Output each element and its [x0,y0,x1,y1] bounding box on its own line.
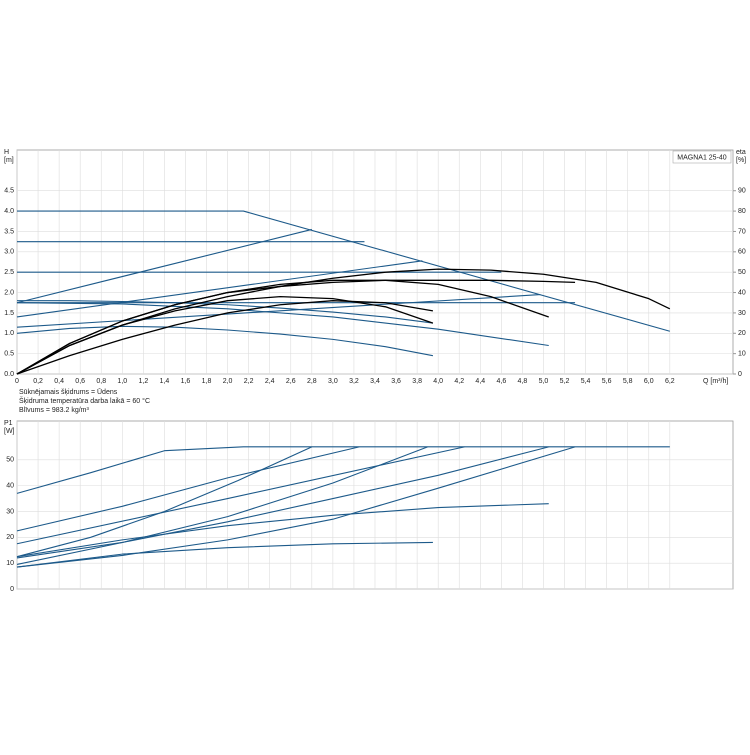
curve [16,300,434,375]
x-tick-label: 2,4 [265,378,275,385]
x-tick-label: 0,8 [96,378,106,385]
y-tick-label: 4.5 [4,188,14,195]
y-tick-label: 30 [6,508,14,515]
y-tick-label: 20 [6,534,14,541]
x-tick-label: 1,8 [202,378,212,385]
curve [16,446,670,494]
x-tick-label: 5,0 [539,378,549,385]
x-tick-label: 1,0 [117,378,127,385]
y-tick-label: 2.5 [4,269,14,276]
y-tick-label: 50 [6,457,14,464]
y2-axis-label: eta [736,149,746,156]
curve [16,228,312,304]
y2-tick-label: 50 [738,269,746,276]
y-tick-label: 10 [6,560,14,567]
y2-tick-label: 20 [738,330,746,337]
y2-tick-label: 60 [738,249,746,256]
x-tick-label: 4,6 [496,378,506,385]
curve [16,302,549,347]
y-axis-unit: [m] [4,157,14,164]
x-tick-label: 4,4 [475,378,485,385]
y2-tick-label: 0 [738,371,742,378]
y-axis-unit: [W] [4,428,15,435]
x-axis-label: Q [m³/h] [703,378,728,385]
x-tick-label: 6,0 [644,378,654,385]
x-tick-label: 2,2 [244,378,254,385]
x-tick-label: 5,2 [560,378,570,385]
y2-axis-unit: [%] [736,157,746,164]
x-tick-label: 0,2 [33,378,43,385]
y-tick-label: 3.0 [4,249,14,256]
curve [16,446,576,568]
x-tick-label: 4,0 [433,378,443,385]
curve [16,446,313,558]
y-tick-label: 1.5 [4,310,14,317]
x-tick-label: 1,2 [138,378,148,385]
y2-tick-label: 30 [738,310,746,317]
y2-tick-label: 40 [738,289,746,296]
y-tick-label: 3.5 [4,228,14,235]
x-tick-label: 3,2 [349,378,359,385]
x-tick-label: 3,4 [370,378,380,385]
legend-box [672,150,732,164]
x-tick-label: 5,4 [581,378,591,385]
note: Šķidruma temperatūra darba laikā = 60 °C [19,396,150,405]
curve [16,295,434,375]
y2-tick-label: 80 [738,208,746,215]
curve [16,446,428,565]
x-tick-label: 4,8 [518,378,528,385]
y-tick-label: 2.0 [4,289,14,296]
curve [16,260,423,318]
y-axis-label: P1 [4,420,13,427]
x-tick-label: 1,4 [160,378,170,385]
y-axis-label: H [4,149,9,156]
curve [17,210,670,332]
y2-tick-label: 70 [738,228,746,235]
curve [16,446,360,532]
x-tick-label: 6,2 [665,378,675,385]
y-tick-label: 0.0 [4,371,14,378]
x-tick-label: 0,4 [54,378,64,385]
x-tick-label: 2,8 [307,378,317,385]
y2-tick-label: 10 [738,350,746,357]
curve [17,300,433,324]
curve [16,446,465,545]
x-tick-label: 3,6 [391,378,401,385]
x-tick-label: 2,6 [286,378,296,385]
x-tick-label: 3,0 [328,378,338,385]
curve [16,503,549,558]
x-tick-label: 0,6 [75,378,85,385]
x-tick-label: 1,6 [181,378,191,385]
x-tick-label: 5,8 [623,378,633,385]
curve [16,294,541,328]
y2-tick-label: 90 [738,188,746,195]
curve [16,279,576,375]
x-tick-label: 0 [15,378,19,385]
x-tick-label: 3,8 [412,378,422,385]
legend-text: MAGNA1 25-40 [677,154,727,161]
y-tick-label: 1.0 [4,330,14,337]
y-tick-label: 4.0 [4,208,14,215]
note: Sūknējamais šķidrums = Ūdens [19,388,118,396]
curve [16,541,433,568]
y-tick-label: 40 [6,482,14,489]
y-tick-label: 0 [10,586,14,593]
x-tick-label: 5,6 [602,378,612,385]
curve [16,325,434,357]
note: Blīvums = 983.2 kg/m³ [19,407,90,414]
x-tick-label: 2,0 [223,378,233,385]
curve [16,446,549,559]
x-tick-label: 4,2 [454,378,464,385]
y-tick-label: 0.5 [4,350,14,357]
